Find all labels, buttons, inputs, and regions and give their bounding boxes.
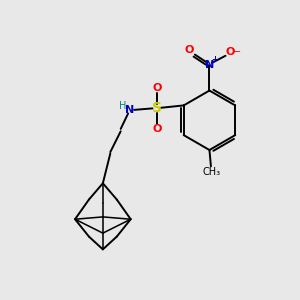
Text: S: S [152,101,162,116]
Text: H: H [119,101,127,111]
Text: O: O [152,124,162,134]
Text: N: N [125,105,134,115]
Text: O: O [185,45,194,55]
Text: CH₃: CH₃ [202,167,220,177]
Text: +: + [211,56,218,64]
Text: O: O [152,83,162,93]
Text: O: O [226,46,235,57]
Text: N: N [205,60,214,70]
Text: −: − [233,46,242,57]
